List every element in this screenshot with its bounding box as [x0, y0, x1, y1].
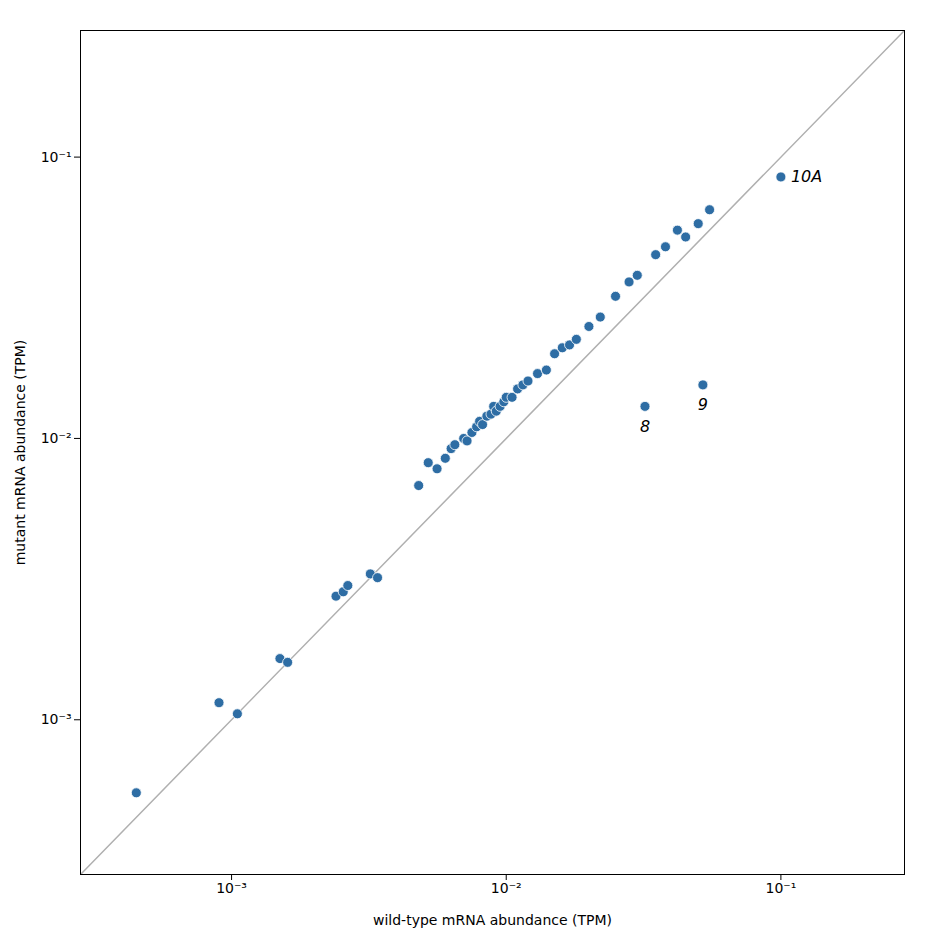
svg-text:wild-type mRNA abundance (TPM): wild-type mRNA abundance (TPM) — [373, 912, 612, 928]
svg-text:10⁻³: 10⁻³ — [216, 880, 247, 896]
svg-text:10A: 10A — [791, 167, 822, 186]
svg-text:10⁻¹: 10⁻¹ — [765, 880, 796, 896]
svg-text:mutant mRNA abundance (TPM): mutant mRNA abundance (TPM) — [12, 340, 28, 566]
svg-text:8: 8 — [640, 416, 650, 435]
svg-text:10⁻²: 10⁻² — [41, 430, 72, 446]
svg-text:9: 9 — [698, 395, 708, 414]
svg-text:10⁻¹: 10⁻¹ — [41, 149, 72, 165]
svg-text:10⁻²: 10⁻² — [491, 880, 522, 896]
svg-text:10⁻³: 10⁻³ — [41, 711, 72, 727]
